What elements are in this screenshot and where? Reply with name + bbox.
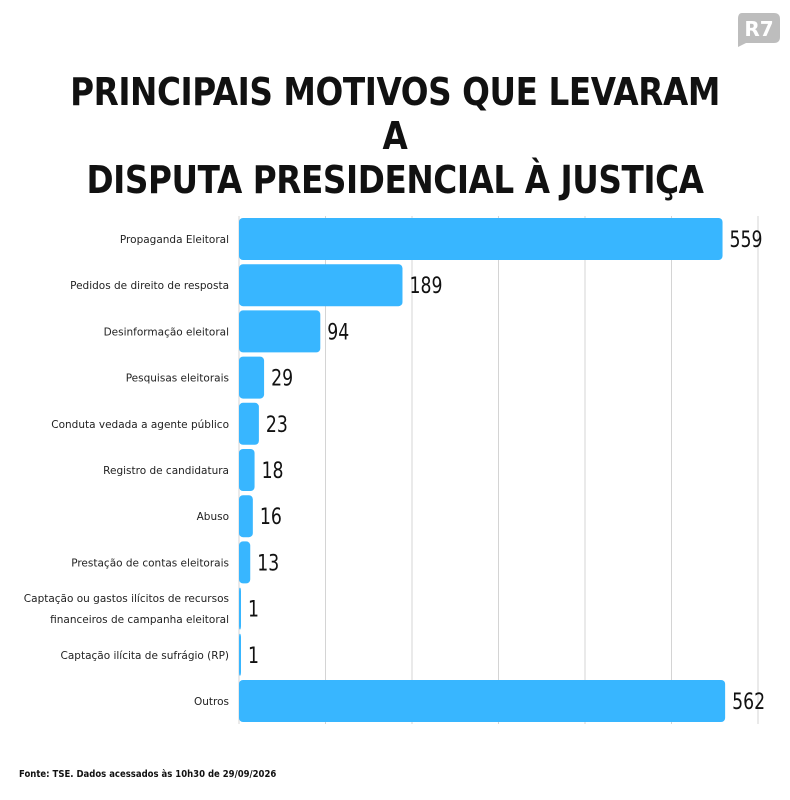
bar — [239, 541, 251, 584]
category-label: Registro de candidatura — [103, 465, 229, 477]
value-labels: 559 189 94 29 23 18 16 13 1 1 562 — [248, 228, 765, 715]
category-label: Pesquisas eleitorais — [126, 373, 229, 385]
value-label: 18 — [262, 459, 284, 484]
category-label: Captação ou gastos ilícitos de recursos — [24, 593, 229, 605]
value-label: 562 — [732, 690, 765, 715]
value-label: 559 — [730, 228, 763, 253]
bar — [239, 449, 255, 491]
category-labels: Propaganda Eleitoral Pedidos de direito d… — [24, 234, 229, 708]
category-label: Conduta vedada a agente público — [51, 419, 229, 431]
value-label: 13 — [257, 551, 279, 576]
bar — [239, 402, 259, 445]
bar — [239, 680, 726, 722]
value-label: 1 — [248, 598, 259, 623]
bar — [239, 356, 265, 399]
logo-text: R7 — [744, 17, 773, 41]
category-label: Propaganda Eleitoral — [120, 234, 229, 246]
category-label: Desinformação eleitoral — [104, 326, 229, 338]
value-label: 16 — [260, 505, 282, 530]
category-label: Prestação de contas eleitorais — [71, 557, 229, 569]
category-label: Abuso — [197, 511, 229, 523]
r7-logo: R7 — [736, 13, 780, 47]
category-label: Captação ilícita de sufrágio (RP) — [61, 650, 229, 662]
bar — [239, 218, 723, 260]
bars — [239, 218, 726, 722]
bar — [239, 310, 321, 353]
bar — [239, 495, 253, 538]
source-note: Fonte: TSE. Dados acessados às 10h30 de … — [19, 769, 277, 780]
value-label: 1 — [248, 644, 259, 669]
bar — [239, 587, 241, 630]
category-label: Pedidos de direito de resposta — [70, 280, 229, 292]
value-label: 189 — [409, 274, 442, 299]
value-label: 23 — [266, 413, 288, 438]
value-label: 94 — [327, 320, 349, 345]
bar — [239, 633, 241, 676]
category-label: financeiros de campanha eleitoral — [50, 614, 229, 626]
bar-chart: Propaganda Eleitoral Pedidos de direito d… — [24, 216, 765, 724]
chart-title: PRINCIPAIS MOTIVOS QUE LEVARAM A DISPUTA… — [55, 70, 734, 202]
title-line-1: PRINCIPAIS MOTIVOS QUE LEVARAM A — [70, 70, 720, 158]
category-label: Outros — [194, 696, 229, 708]
value-label: 29 — [271, 367, 293, 392]
title-line-2: DISPUTA PRESIDENCIAL À JUSTIÇA — [86, 158, 704, 202]
bar — [239, 264, 403, 307]
